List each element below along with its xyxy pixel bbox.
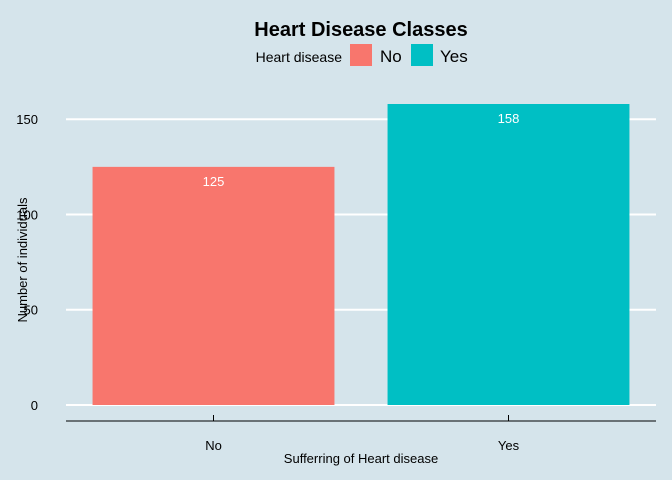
x-axis: No Yes: [66, 415, 656, 453]
y-axis-title: Number of individuals: [15, 197, 30, 323]
legend-swatch-no: [350, 44, 372, 66]
x-tick-label-no: No: [205, 438, 222, 453]
legend-swatch-yes: [411, 44, 433, 66]
data-label-yes: 158: [498, 111, 520, 126]
y-tick-label: 150: [16, 112, 38, 127]
bar-yes: [387, 104, 630, 405]
y-tick-label: 0: [31, 398, 38, 413]
bar-no: [92, 166, 335, 405]
chart-title: Heart Disease Classes: [254, 19, 467, 41]
y-tick-label: 50: [24, 303, 38, 318]
x-axis-title: Sufferring of Heart disease: [284, 451, 438, 466]
bars: [92, 104, 630, 405]
legend-label-yes: Yes: [440, 47, 468, 66]
data-labels: 125 158: [203, 111, 520, 189]
y-tick-label: 100: [16, 207, 38, 222]
legend-label-no: No: [380, 47, 402, 66]
x-tick-label-yes: Yes: [498, 438, 520, 453]
y-axis-ticks: 0 50 100 150: [16, 112, 38, 413]
legend-title: Heart disease: [256, 49, 343, 65]
legend: Heart disease No Yes: [256, 44, 468, 66]
data-label-no: 125: [203, 174, 225, 189]
